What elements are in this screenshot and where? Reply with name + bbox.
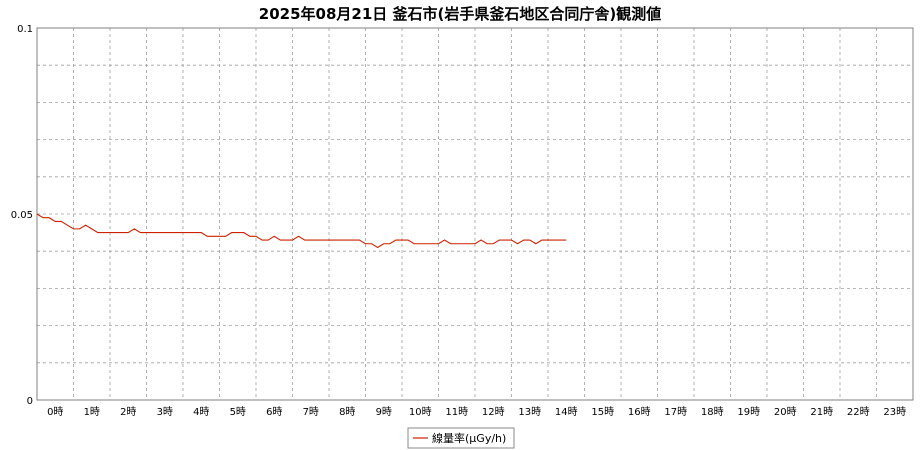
x-tick-label: 16時 [628,406,651,418]
x-tick-label: 19時 [737,406,760,418]
x-tick-label: 17時 [664,406,687,418]
x-tick-label: 4時 [193,406,209,418]
x-tick-label: 6時 [266,406,282,418]
x-axis-ticks: 0時 1時 2時 3時 4時 5時 6時 7時 8時 9時 10時 11時 12時 13時 14時 15時 16… [47,406,906,418]
legend-label: 線量率(μGy/h) [432,431,506,445]
x-tick-label: 7時 [303,406,319,418]
series-layer [36,213,567,249]
chart-title: 2025年08月21日 釜石市(岩手県釜石地区合同庁舎)観測値 [259,5,661,23]
x-tick-label: 13時 [518,406,541,418]
legend-box [407,427,515,449]
x-tick-label: 14時 [555,406,578,418]
x-tick-label: 15時 [591,406,614,418]
x-tick-label: 1時 [84,406,100,418]
y-axis-ticks: 0 0.05 0.1 [11,24,33,407]
x-tick-label: 5時 [230,406,246,418]
x-tick-label: 21時 [810,406,833,418]
legend: 線量率(μGy/h) [407,427,515,449]
x-tick-label: 23時 [883,406,906,418]
x-tick-label: 12時 [482,406,505,418]
x-tick-label: 22時 [847,406,870,418]
x-tick-label: 2時 [120,406,136,418]
x-tick-label: 9時 [376,406,392,418]
x-tick-label: 18時 [701,406,724,418]
y-tick-label: 0.1 [17,24,33,35]
grid-lines [37,28,913,400]
x-tick-label: 10時 [409,406,432,418]
x-tick-label: 11時 [445,406,468,418]
x-tick-label: 8時 [339,406,355,418]
x-tick-label: 0時 [47,406,63,418]
x-tick-label: 20時 [774,406,797,418]
series-line [36,213,567,249]
y-tick-label: 0 [27,396,33,407]
x-tick-label: 3時 [157,406,173,418]
y-tick-label: 0.05 [11,210,33,221]
